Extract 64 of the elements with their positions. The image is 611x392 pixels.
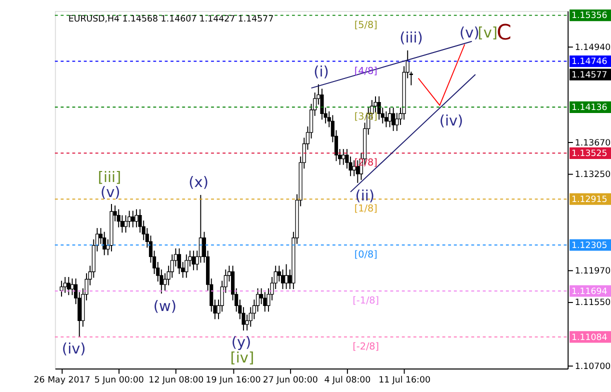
- candlestick: [134, 208, 138, 228]
- annotation: (v): [100, 185, 120, 202]
- ref-line-label: 1.13525: [571, 149, 608, 160]
- candlestick: [352, 160, 356, 177]
- annotation: (iii): [400, 30, 423, 47]
- candlestick: [280, 269, 285, 290]
- annotation: (y): [231, 334, 252, 351]
- y-tick-label: 1.13670: [574, 138, 611, 149]
- candlestick: [284, 264, 288, 290]
- ref-line-label: 1.12305: [571, 240, 608, 251]
- x-tick-label: 27 Jun 00:00: [262, 375, 318, 386]
- candlestick: [320, 88, 324, 120]
- annotation: [-2/8]: [352, 341, 380, 352]
- annotation: [5/8]: [354, 20, 378, 31]
- annotation: (iv): [62, 342, 86, 358]
- candlestick: [63, 276, 67, 294]
- y-tick-label: 1.11970: [574, 266, 611, 277]
- candlestick: [374, 96, 378, 113]
- chart-title: EURUSD,H4 1.14568 1.14607 1.14427 1.14577: [68, 14, 274, 25]
- candlestick: [131, 210, 135, 228]
- ref-line-label: 1.12915: [571, 194, 608, 205]
- x-tick-label: 5 Jun 00:00: [94, 375, 144, 386]
- x-tick-label: 12 Jun 08:00: [148, 375, 204, 386]
- annotation: [v]: [478, 26, 498, 42]
- candlestick: [60, 280, 64, 298]
- ref-line-label: 1.11694: [571, 286, 608, 297]
- annotation: (ii): [355, 188, 375, 204]
- y-tick-label: 1.13250: [574, 170, 611, 180]
- candlestick: [392, 107, 396, 132]
- candlestick: [184, 254, 188, 278]
- candlestick: [102, 231, 106, 256]
- candlestick: [388, 107, 392, 128]
- annotation: [-1/8]: [352, 296, 380, 307]
- candlestick: [384, 110, 388, 128]
- x-tick-label: 11 Jul 16:00: [378, 375, 430, 386]
- annotation: (w): [153, 298, 176, 315]
- y-tick-label: 1.10700: [574, 362, 611, 372]
- ref-line-label: 1.14136: [571, 103, 608, 114]
- annotation: [1/8]: [354, 204, 378, 215]
- y-tick-label: 1.11550: [574, 298, 611, 308]
- annotation: (x): [188, 175, 208, 192]
- annotation: [iv]: [230, 350, 254, 366]
- annotation: [0/8]: [354, 250, 378, 261]
- x-tick-label: 4 Jul 08:00: [324, 375, 371, 386]
- ref-line-label: 1.11084: [571, 332, 608, 343]
- candlestick: [177, 248, 182, 274]
- ref-line-label: 1.14746: [571, 57, 608, 68]
- candlestick: [124, 214, 128, 234]
- x-tick-label: 26 May 2017: [34, 375, 90, 386]
- y-tick-label: 1.14940: [574, 43, 611, 54]
- candlestick: [70, 278, 74, 296]
- annotation: (iv): [439, 114, 464, 130]
- candlestick: [192, 250, 196, 271]
- annotation: C: [496, 20, 512, 45]
- annotation: [iii]: [98, 170, 122, 186]
- annotation: (i): [314, 64, 329, 81]
- candlestick: [66, 276, 70, 296]
- text: 1.14577: [571, 70, 608, 80]
- candlestick: [342, 148, 346, 166]
- ref-line-label: 1.15356: [571, 11, 608, 22]
- annotation: (v): [460, 26, 480, 42]
- candlestick: [377, 96, 381, 120]
- x-tick-label: 19 Jun 16:00: [206, 375, 261, 386]
- candlestick: [263, 292, 267, 312]
